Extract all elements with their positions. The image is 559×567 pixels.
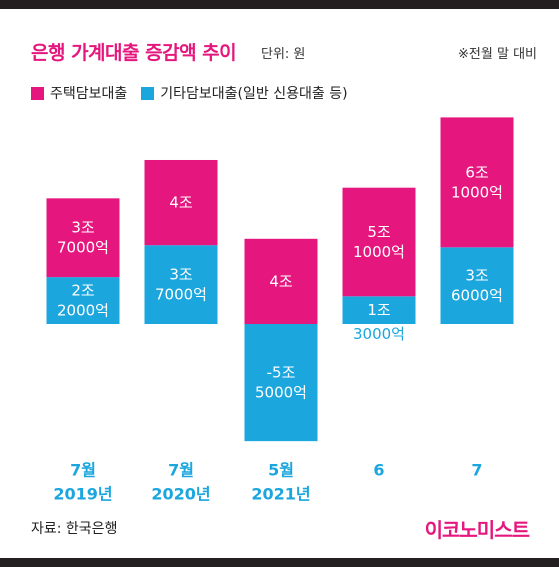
legend-item-other-loans: 기타담보대출(일반 신용대출 등)	[141, 83, 348, 103]
data-label-other-loans: 2조	[71, 282, 95, 300]
data-label-mortgage: 1000억	[353, 243, 405, 261]
top-border	[0, 0, 559, 9]
data-label-other-loans: 5000억	[255, 384, 307, 402]
legend-item-mortgage: 주택담보대출	[31, 83, 127, 103]
x-tick-label: 6	[373, 461, 384, 480]
data-label-mortgage: 5조	[367, 223, 391, 241]
legend-label-mortgage: 주택담보대출	[50, 86, 128, 102]
bar-mortgage	[144, 159, 218, 246]
data-label-mortgage: 4조	[169, 194, 193, 212]
mortgage-swatch	[31, 86, 44, 100]
source-note: 자료: 한국은행	[31, 521, 118, 537]
other-loans-swatch	[141, 86, 155, 100]
data-label-other-loans: -5조	[267, 364, 296, 382]
data-label-other-loans: 3조	[169, 266, 193, 284]
legend: 주택담보대출 기타담보대출(일반 신용대출 등)	[31, 83, 362, 103]
data-label-mortgage: 4조	[269, 272, 293, 290]
x-tick-label: 2020년	[151, 485, 210, 504]
bar-other-loans	[440, 247, 514, 324]
bar-other-loans	[244, 324, 318, 442]
data-label-other-loans: 7000억	[155, 286, 207, 304]
data-label-other-loans: 3조	[465, 267, 489, 285]
data-label-other-loans: 1조	[367, 301, 391, 319]
comparison-note: ※전월 말 대비	[458, 47, 537, 62]
chart-title: 은행 가계대출 증감액 추이	[31, 42, 237, 64]
bar-mortgage	[342, 187, 416, 297]
bottom-border	[0, 558, 559, 567]
bar-other-loans	[342, 296, 416, 324]
x-tick-label: 7월	[70, 461, 96, 480]
x-tick-label: 2021년	[251, 485, 310, 504]
unit-label: 단위: 원	[261, 47, 306, 62]
bar-other-loans	[144, 245, 218, 324]
bar-mortgage	[440, 117, 514, 248]
x-tick-label: 2019년	[53, 485, 112, 504]
data-label-mortgage: 6조	[465, 163, 489, 181]
bar-other-loans	[46, 277, 120, 324]
data-label-mortgage: 7000억	[57, 239, 109, 257]
data-label-other-loans: 2000억	[57, 302, 109, 320]
legend-label-other-loans: 기타담보대출(일반 신용대출 등)	[160, 86, 348, 102]
x-tick-label: 5월	[268, 461, 294, 480]
data-label-other-loans: 3000억	[353, 325, 405, 343]
data-label-other-loans: 6000억	[451, 287, 503, 305]
bar-mortgage	[46, 198, 120, 278]
x-tick-label: 7	[471, 461, 482, 480]
data-label-mortgage: 3조	[71, 219, 95, 237]
bar-mortgage	[244, 238, 318, 324]
brand-logo: 이코노미스트	[424, 518, 530, 542]
data-label-mortgage: 1000억	[451, 183, 503, 201]
x-tick-label: 7월	[168, 461, 194, 480]
